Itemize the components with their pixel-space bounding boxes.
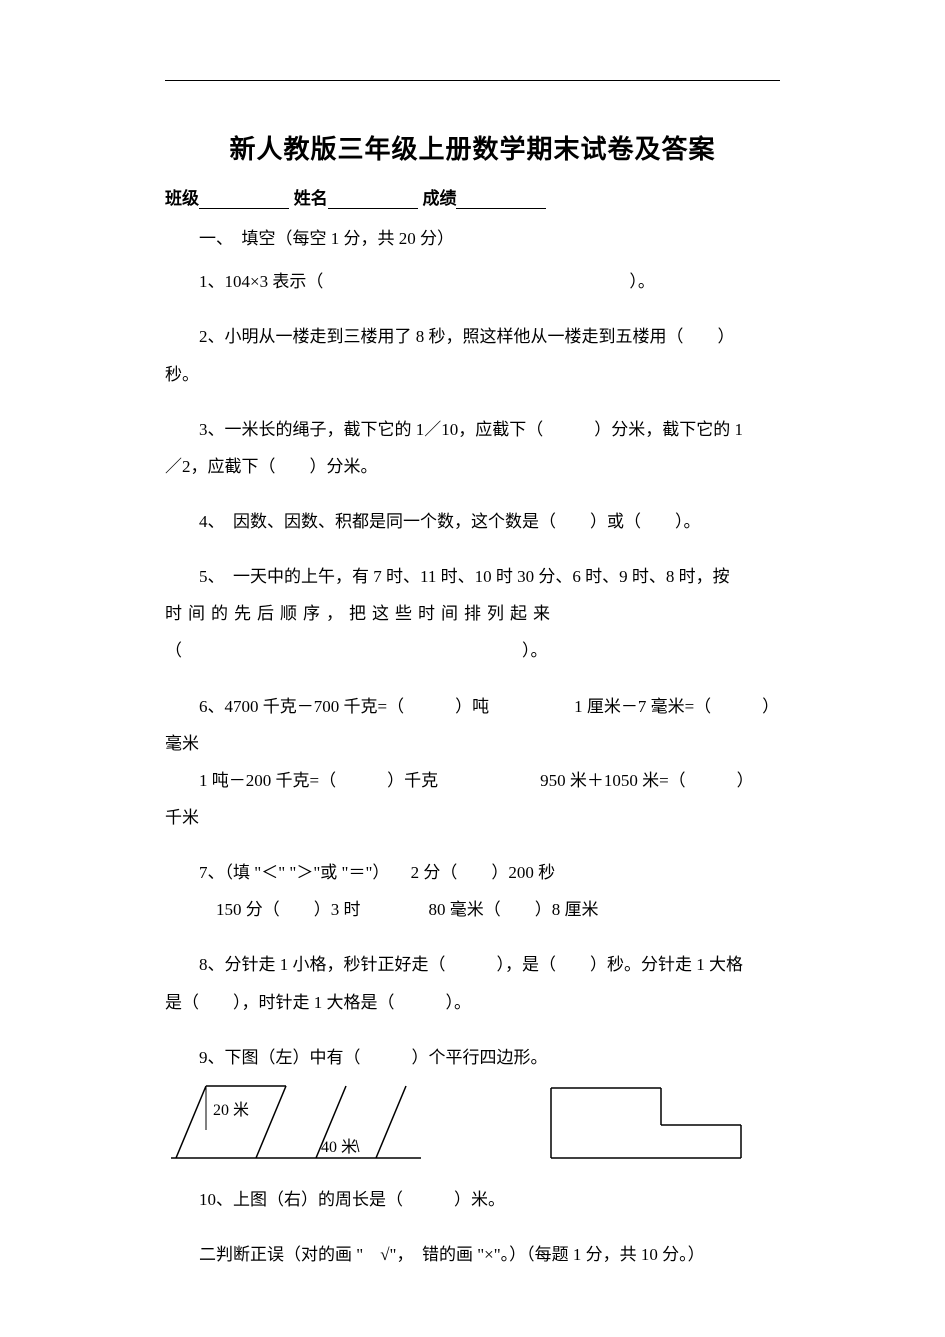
q6b: 1 吨－200 千克=（ ）千克 950 米＋1050 米=（ ） (165, 764, 780, 797)
q6a: 6、4700 千克－700 千克=（ ）吨 1 厘米－7 毫米=（ ） (165, 690, 780, 723)
q5a: 5、 一天中的上午，有 7 时、11 时、10 时 30 分、6 时、9 时、8… (165, 560, 780, 593)
label-40: 40 米 (321, 1138, 357, 1156)
q8a: 8、分针走 1 小格，秒针正好走（ ），是（ ）秒。分针走 1 大格 (165, 948, 780, 981)
q7b: 150 分（ ）3 时 80 毫米（ ）8 厘米 (165, 893, 780, 926)
q3: 3、一米长的绳子，截下它的 1／10，应截下（ ）分米，截下它的 1 (165, 413, 780, 446)
figures-row: 20 米 40 米 (165, 1080, 780, 1165)
q5b: 时间的先后顺序，把这些时间排列起来 (165, 597, 780, 630)
top-rule (165, 80, 780, 81)
q1: 1、104×3 表示（ ）。 (165, 265, 780, 298)
section2-heading: 二判断正误（对的画 " √"， 错的画 "×"。）（每题 1 分，共 10 分。… (165, 1238, 780, 1271)
class-blank (199, 191, 289, 209)
score-label: 成绩 (422, 189, 456, 208)
class-label: 班级 (165, 189, 199, 208)
step-figure (541, 1080, 751, 1165)
q7a: 7、（填 "＜" "＞"或 "＝"） 2 分（ ）200 秒 (165, 856, 780, 889)
figure-right (541, 1080, 751, 1165)
name-label: 姓名 (294, 189, 328, 208)
q2b: 秒。 (165, 358, 780, 391)
q6a2: 毫米 (165, 727, 780, 760)
label-20: 20 米 (213, 1101, 249, 1119)
q5c: （ ）。 (165, 634, 780, 667)
q2: 2、小明从一楼走到三楼用了 8 秒，照这样他从一楼走到五楼用（ ） (165, 320, 780, 353)
q8b: 是（ ），时针走 1 大格是（ ）。 (165, 986, 780, 1019)
score-blank (456, 191, 546, 209)
q3b: ／2，应截下（ ）分米。 (165, 450, 780, 483)
header-line: 班级 姓名 成绩 (165, 184, 780, 209)
page-title: 新人教版三年级上册数学期末试卷及答案 (165, 129, 780, 166)
q10: 10、上图（右）的周长是（ ）米。 (165, 1183, 780, 1216)
section1-heading: 一、 填空（每空 1 分，共 20 分） (165, 223, 780, 255)
q6b2: 千米 (165, 801, 780, 834)
parallelogram-figure: 20 米 40 米 (171, 1080, 421, 1165)
figure-left: 20 米 40 米 (171, 1080, 421, 1165)
q9: 9、下图（左）中有（ ）个平行四边形。 (165, 1041, 780, 1074)
name-blank (328, 191, 418, 209)
q4: 4、 因数、因数、积都是同一个数，这个数是（ ）或（ ）。 (165, 505, 780, 538)
